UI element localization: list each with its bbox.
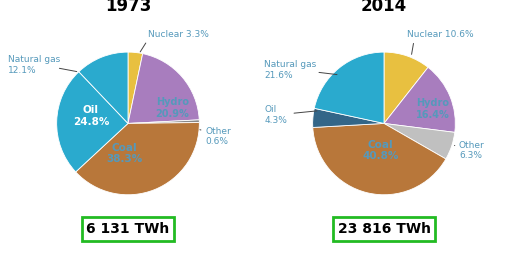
Wedge shape (76, 122, 199, 195)
Text: Hydro
16.4%: Hydro 16.4% (416, 98, 450, 120)
Text: Coal
40.8%: Coal 40.8% (362, 140, 399, 161)
Wedge shape (313, 108, 384, 127)
Text: Oil
4.3%: Oil 4.3% (264, 105, 287, 125)
Wedge shape (313, 123, 446, 195)
Text: Nuclear 10.6%: Nuclear 10.6% (407, 30, 474, 39)
Text: 6 131 TWh: 6 131 TWh (87, 222, 169, 236)
Text: 23 816 TWh: 23 816 TWh (337, 222, 431, 236)
Wedge shape (384, 52, 428, 123)
Text: Natural gas
12.1%: Natural gas 12.1% (8, 55, 60, 75)
Text: Natural gas
21.6%: Natural gas 21.6% (264, 60, 316, 80)
Wedge shape (79, 52, 128, 123)
Text: Hydro
20.9%: Hydro 20.9% (155, 97, 189, 119)
Title: 2014: 2014 (361, 0, 407, 15)
Text: Other
0.6%: Other 0.6% (205, 127, 231, 146)
Wedge shape (314, 52, 384, 123)
Text: Other
6.3%: Other 6.3% (459, 141, 485, 160)
Wedge shape (128, 52, 143, 123)
Wedge shape (128, 120, 199, 123)
Text: Coal
38.3%: Coal 38.3% (106, 142, 142, 164)
Wedge shape (384, 123, 455, 159)
Text: Nuclear 3.3%: Nuclear 3.3% (148, 30, 209, 39)
Wedge shape (57, 72, 128, 172)
Text: Oil
24.8%: Oil 24.8% (73, 105, 109, 127)
Title: 1973: 1973 (105, 0, 151, 15)
Wedge shape (128, 54, 199, 123)
Wedge shape (384, 67, 455, 132)
